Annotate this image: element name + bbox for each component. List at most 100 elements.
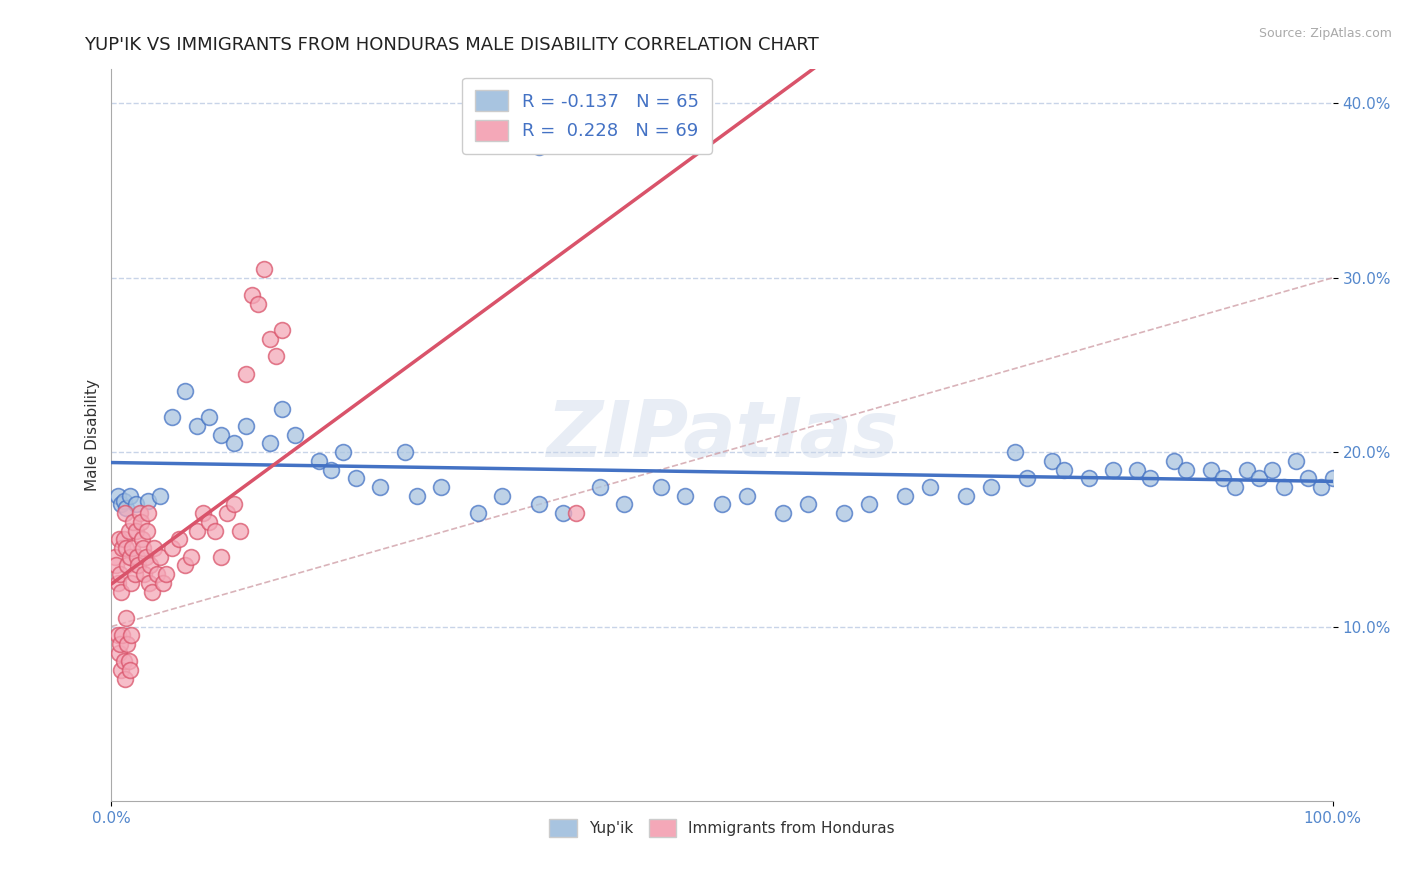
Point bbox=[240, 288, 263, 302]
Point bbox=[173, 558, 195, 573]
Point bbox=[127, 558, 149, 573]
Point bbox=[553, 506, 575, 520]
Point bbox=[198, 410, 221, 425]
Point bbox=[110, 498, 132, 512]
Point bbox=[430, 480, 453, 494]
Point bbox=[108, 637, 131, 651]
Point bbox=[141, 584, 163, 599]
Point bbox=[125, 498, 148, 512]
Point bbox=[138, 575, 160, 590]
Point bbox=[1260, 462, 1282, 476]
Point bbox=[1285, 454, 1308, 468]
Point bbox=[228, 524, 250, 538]
Point bbox=[191, 506, 214, 520]
Point bbox=[104, 549, 127, 564]
Point bbox=[112, 533, 135, 547]
Point bbox=[832, 506, 855, 520]
Point bbox=[186, 419, 208, 434]
Point bbox=[1126, 462, 1149, 476]
Legend: Yup'ik, Immigrants from Honduras: Yup'ik, Immigrants from Honduras bbox=[541, 812, 903, 845]
Point bbox=[117, 654, 139, 668]
Point bbox=[108, 567, 131, 582]
Point bbox=[527, 498, 550, 512]
Point bbox=[162, 541, 184, 555]
Text: YUP'IK VS IMMIGRANTS FROM HONDURAS MALE DISABILITY CORRELATION CHART: YUP'IK VS IMMIGRANTS FROM HONDURAS MALE … bbox=[84, 36, 820, 54]
Point bbox=[527, 140, 550, 154]
Point bbox=[321, 462, 343, 476]
Point bbox=[122, 515, 145, 529]
Point bbox=[128, 506, 150, 520]
Point bbox=[129, 515, 152, 529]
Point bbox=[120, 628, 142, 642]
Point bbox=[235, 367, 257, 381]
Point bbox=[114, 506, 136, 520]
Point bbox=[222, 436, 245, 450]
Point bbox=[217, 506, 239, 520]
Point bbox=[1004, 445, 1026, 459]
Point bbox=[271, 401, 294, 416]
Point bbox=[107, 489, 129, 503]
Point bbox=[149, 489, 172, 503]
Point bbox=[235, 419, 257, 434]
Point bbox=[1236, 462, 1258, 476]
Point bbox=[118, 489, 141, 503]
Point bbox=[139, 558, 162, 573]
Y-axis label: Male Disability: Male Disability bbox=[86, 379, 100, 491]
Point bbox=[284, 427, 307, 442]
Point bbox=[198, 515, 221, 529]
Point bbox=[1199, 462, 1222, 476]
Point bbox=[125, 549, 148, 564]
Point bbox=[209, 549, 232, 564]
Point bbox=[107, 575, 129, 590]
Point bbox=[271, 323, 294, 337]
Point bbox=[1053, 462, 1076, 476]
Point bbox=[124, 567, 146, 582]
Point bbox=[111, 628, 134, 642]
Point bbox=[136, 506, 159, 520]
Point bbox=[246, 297, 269, 311]
Point bbox=[1017, 471, 1039, 485]
Point bbox=[118, 663, 141, 677]
Point bbox=[613, 498, 636, 512]
Point bbox=[132, 541, 155, 555]
Point bbox=[405, 489, 427, 503]
Point bbox=[204, 524, 226, 538]
Point bbox=[145, 567, 167, 582]
Point bbox=[918, 480, 941, 494]
Point bbox=[980, 480, 1002, 494]
Point bbox=[115, 611, 138, 625]
Point bbox=[155, 567, 177, 582]
Point bbox=[143, 541, 166, 555]
Point bbox=[955, 489, 977, 503]
Point bbox=[107, 628, 129, 642]
Point bbox=[735, 489, 758, 503]
Point bbox=[110, 584, 132, 599]
Point bbox=[121, 541, 143, 555]
Point bbox=[131, 533, 153, 547]
Point bbox=[134, 567, 156, 582]
Point bbox=[117, 637, 139, 651]
Point bbox=[1163, 454, 1185, 468]
Point bbox=[162, 410, 184, 425]
Point bbox=[259, 436, 281, 450]
Point bbox=[167, 533, 190, 547]
Point bbox=[253, 262, 276, 277]
Point bbox=[772, 506, 794, 520]
Point bbox=[564, 506, 586, 520]
Point bbox=[118, 549, 141, 564]
Point bbox=[1212, 471, 1234, 485]
Point bbox=[110, 663, 132, 677]
Point bbox=[796, 498, 818, 512]
Point bbox=[112, 654, 135, 668]
Point bbox=[1102, 462, 1125, 476]
Point bbox=[120, 575, 142, 590]
Point bbox=[1249, 471, 1271, 485]
Point bbox=[675, 489, 697, 503]
Point bbox=[107, 533, 129, 547]
Point bbox=[1223, 480, 1246, 494]
Point bbox=[149, 549, 172, 564]
Point bbox=[266, 349, 288, 363]
Point bbox=[107, 646, 129, 660]
Point bbox=[894, 489, 917, 503]
Point bbox=[186, 524, 208, 538]
